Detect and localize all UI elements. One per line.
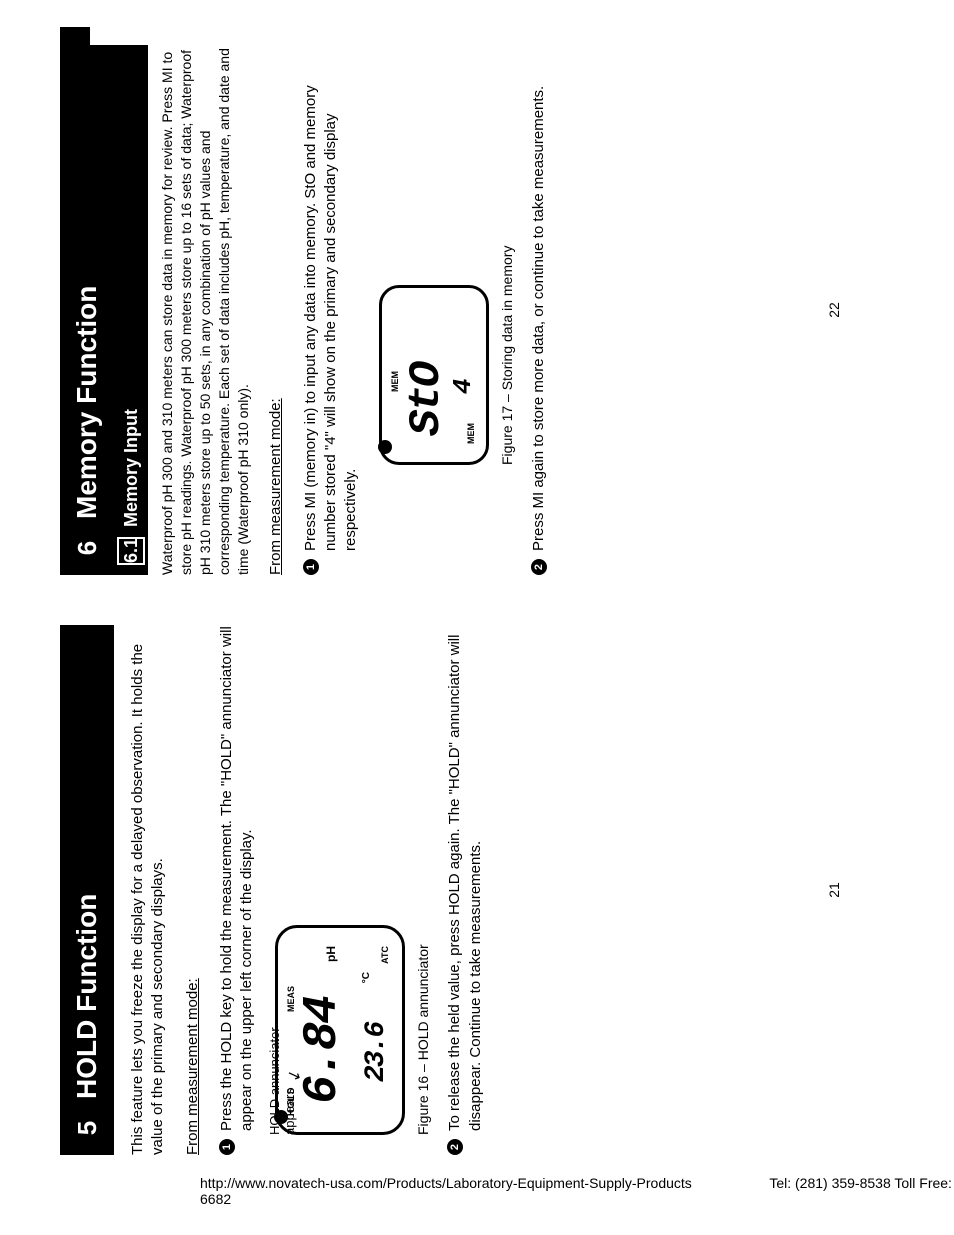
fig16-wrap: HOLD ↙ MEAS 6.84 pH 23.6 °C ATC HOLD ann… bbox=[275, 625, 431, 1135]
section-number: 5 bbox=[72, 1111, 103, 1145]
fig16-caption: Figure 16 – HOLD annunciator bbox=[415, 625, 431, 1135]
from-measurement-mode-6: From measurement mode: bbox=[266, 45, 286, 575]
rotated-page: http://www.novatech-usa.com/Products/Lab… bbox=[0, 0, 954, 1235]
section-title: HOLD Function bbox=[71, 894, 103, 1099]
section-6-1-header: 6.1 Memory Input bbox=[114, 45, 148, 575]
step-5-1-text: Press the HOLD key to hold the measureme… bbox=[217, 625, 258, 1131]
footer-url: http://www.novatech-usa.com/Products/Lab… bbox=[200, 1175, 692, 1191]
page-right: 6 Memory Function 6.1 Memory Input Water… bbox=[60, 45, 860, 575]
step-bullet-2: 2 bbox=[447, 1139, 463, 1155]
lcd-ph-value: 6.84 bbox=[296, 997, 350, 1104]
subsection-number: 6.1 bbox=[117, 537, 145, 565]
fig17-caption: Figure 17 – Storing data in memory bbox=[499, 45, 515, 465]
footer-strip: http://www.novatech-usa.com/Products/Lab… bbox=[200, 1175, 954, 1207]
thumb-tab-icon bbox=[60, 27, 90, 45]
step-bullet-1: 1 bbox=[219, 1139, 235, 1155]
section-number-6: 6 bbox=[72, 531, 103, 565]
fig17-wrap: MEM StO MEM 4 Figure 17 – Storing data i… bbox=[379, 45, 515, 465]
section-5-header: 5 HOLD Function bbox=[60, 625, 114, 1155]
section-5-intro: This feature lets you freeze the display… bbox=[128, 625, 169, 1155]
lcd-temp-value: 23.6 bbox=[361, 1023, 392, 1082]
section-title-6: Memory Function bbox=[71, 286, 103, 519]
from-measurement-mode: From measurement mode: bbox=[183, 625, 203, 1155]
step6-bullet-1: 1 bbox=[303, 559, 319, 575]
step-5-2-text: To release the held value, press HOLD ag… bbox=[445, 625, 486, 1131]
section-6-intro: Waterproof pH 300 and 310 meters can sto… bbox=[158, 45, 252, 575]
lcd-fig17: MEM StO MEM 4 bbox=[379, 285, 489, 465]
step-5-2: 2 To release the held value, press HOLD … bbox=[445, 625, 486, 1155]
step6-bullet-2: 2 bbox=[531, 559, 547, 575]
lcd-mem-num: 4 bbox=[448, 380, 478, 394]
lcd-mem-annun: MEM bbox=[390, 371, 400, 392]
page-left: 5 HOLD Function This feature lets you fr… bbox=[60, 625, 860, 1155]
lcd-mem-small: MEM bbox=[466, 423, 476, 444]
step-6-1-text: Press MI (memory in) to input any data i… bbox=[301, 45, 362, 551]
step-6-2: 2 Press MI again to store more data, or … bbox=[529, 45, 549, 575]
hold-annun-callout: HOLD annunciator appears bbox=[267, 995, 297, 1135]
page-number-right: 22 bbox=[826, 45, 842, 575]
step-6-2-text: Press MI again to store more data, or co… bbox=[529, 45, 549, 551]
subsection-title: Memory Input bbox=[121, 409, 142, 527]
step-5-1: 1 Press the HOLD key to hold the measure… bbox=[217, 625, 258, 1155]
step-6-1: 1 Press MI (memory in) to input any data… bbox=[301, 45, 362, 575]
section-6-header: 6 Memory Function bbox=[60, 45, 114, 575]
corner-dot-icon-2 bbox=[378, 440, 392, 454]
lcd-sto: StO bbox=[402, 363, 452, 436]
lcd-deg-c: °C bbox=[361, 972, 372, 983]
lcd-ph-unit: pH bbox=[324, 946, 338, 962]
page-number-left: 21 bbox=[826, 625, 842, 1155]
lcd-atc: ATC bbox=[380, 946, 390, 964]
